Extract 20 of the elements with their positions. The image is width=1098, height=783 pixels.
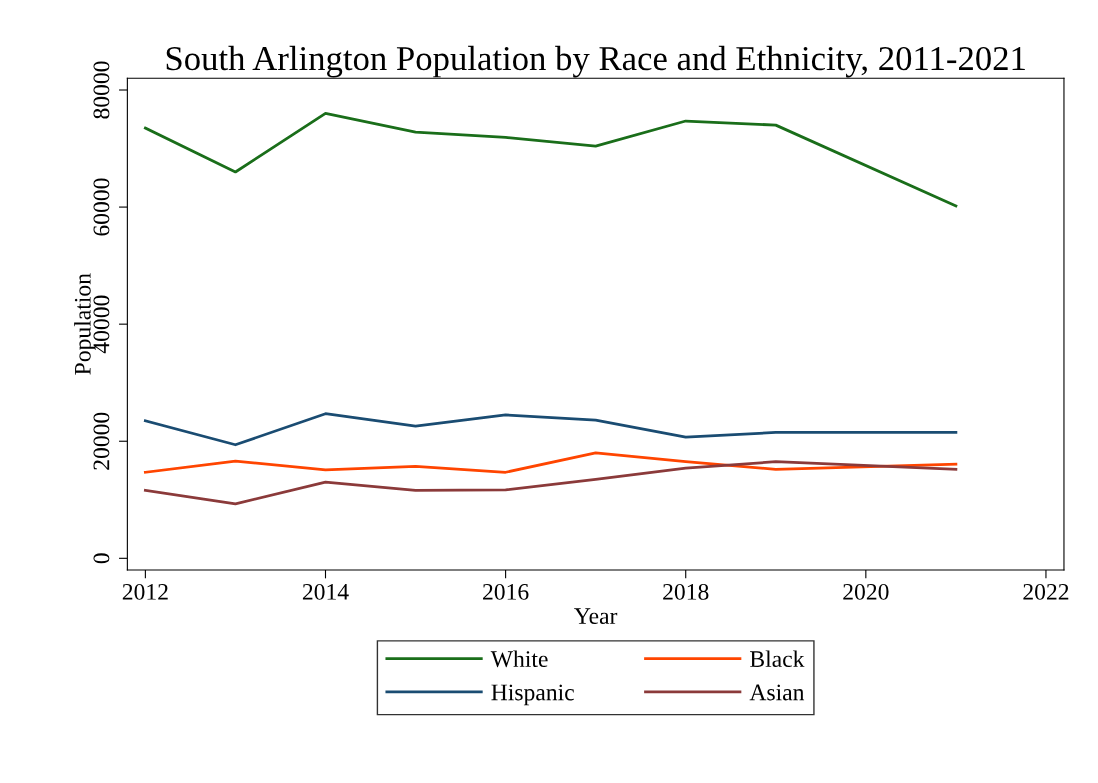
chart-title: South Arlington Population by Race and Ethnicity, 2011-2021	[166, 45, 1025, 78]
legend-label: Hispanic	[491, 684, 574, 706]
line-series	[143, 460, 958, 506]
y-tick-label: 60000	[93, 178, 110, 236]
x-tick-label: 2020	[843, 583, 889, 600]
x-tick-label: 2022	[1023, 583, 1069, 600]
y-tick-label: 20000	[93, 412, 110, 470]
legend-label: White	[490, 650, 548, 668]
x-tick-label: 2014	[302, 583, 349, 600]
line-series	[143, 451, 958, 474]
y-tick-label: 0	[93, 553, 110, 564]
line-series	[143, 112, 958, 208]
y-tick-label: 80000	[93, 61, 110, 119]
x-tick-label: 2018	[663, 583, 709, 600]
x-axis-title: Year	[574, 608, 618, 625]
legend-label: Black	[750, 650, 805, 668]
line-series	[143, 412, 958, 447]
legend-label: Asian	[749, 684, 805, 701]
x-tick-label: 2016	[483, 583, 529, 600]
x-tick-label: 2012	[122, 583, 168, 600]
